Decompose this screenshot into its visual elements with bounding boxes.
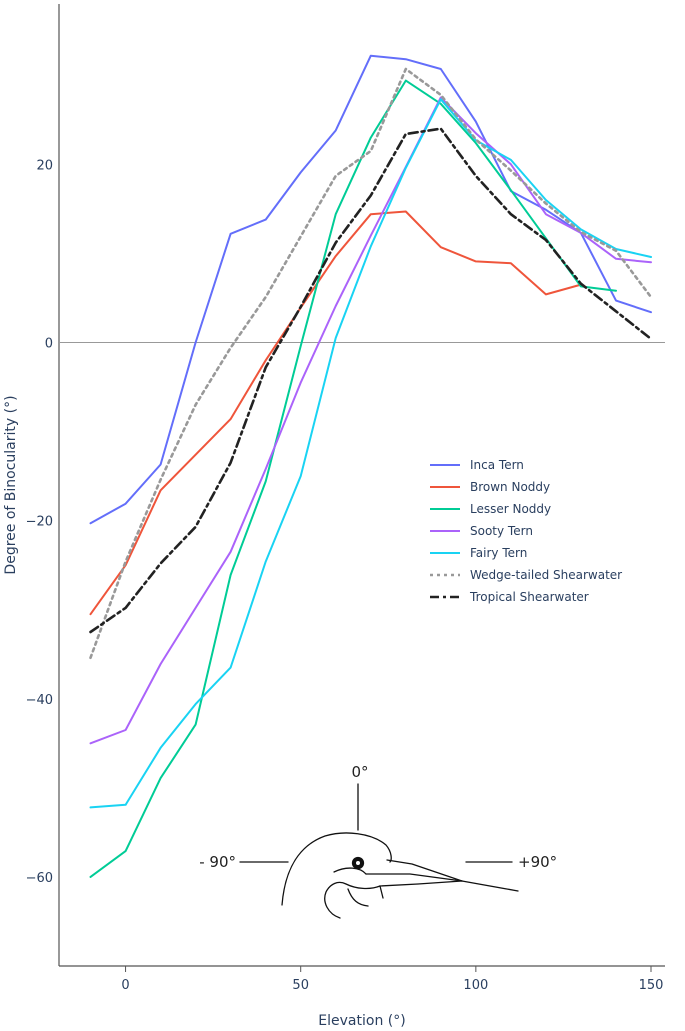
legend-label-inca-tern: Inca Tern [470,458,524,472]
legend-label-sooty-tern: Sooty Tern [470,524,533,538]
legend-label-lesser-noddy: Lesser Noddy [470,502,551,516]
y-tick-label: −40 [26,693,53,708]
series-line-lesser-noddy [89,79,617,878]
x-tick-label: 150 [639,978,664,993]
y-tick-label: −60 [26,871,53,886]
annotation-minus-ninety: - 90° [199,853,236,871]
series-line-sooty-tern [89,96,652,745]
y-tick-label: 20 [36,158,53,173]
cheek-line [333,867,367,875]
head-outline [281,832,392,906]
series-line-inca-tern [89,54,652,525]
throat-line [324,881,381,919]
series-line-fairy-tern [89,98,652,809]
series-line-brown-noddy [89,210,582,616]
legend-label-brown-noddy: Brown Noddy [470,480,550,494]
x-tick-label: 100 [463,978,488,993]
beak-extension-line [461,880,519,892]
y-axis-title: Degree of Binocularity (°) [3,395,19,574]
x-axis-title: Elevation (°) [318,1013,405,1029]
series-line-tropical-shearwater [89,127,653,634]
y-tick-label: 0 [45,336,53,351]
annotation-plus-ninety: +90° [518,853,557,871]
upper-beak [386,859,463,882]
y-tick-label: −20 [26,515,53,530]
legend-label-tropical-shearwater: Tropical Shearwater [469,590,589,604]
chin-line [379,885,384,899]
annotation-zero: 0° [351,763,368,781]
lower-beak [379,880,463,887]
axis-ticks: 0 50 100 150 −60 −40 −20 0 20 [26,158,664,993]
x-tick-label: 0 [121,978,129,993]
legend: Inca Tern Brown Noddy Lesser Noddy Sooty Te… [430,458,622,604]
x-tick-label: 50 [292,978,309,993]
legend-label-wedge-tailed-shearwater: Wedge-tailed Shearwater [470,568,622,582]
legend-label-fairy-tern: Fairy Tern [470,546,527,560]
beak-line [365,873,463,882]
neck-line [347,888,369,907]
series-lines [89,54,653,878]
series-line-wedge-tailed-shearwater [89,67,653,660]
eye-highlight [356,861,360,865]
bird-head-illustration [239,783,519,919]
